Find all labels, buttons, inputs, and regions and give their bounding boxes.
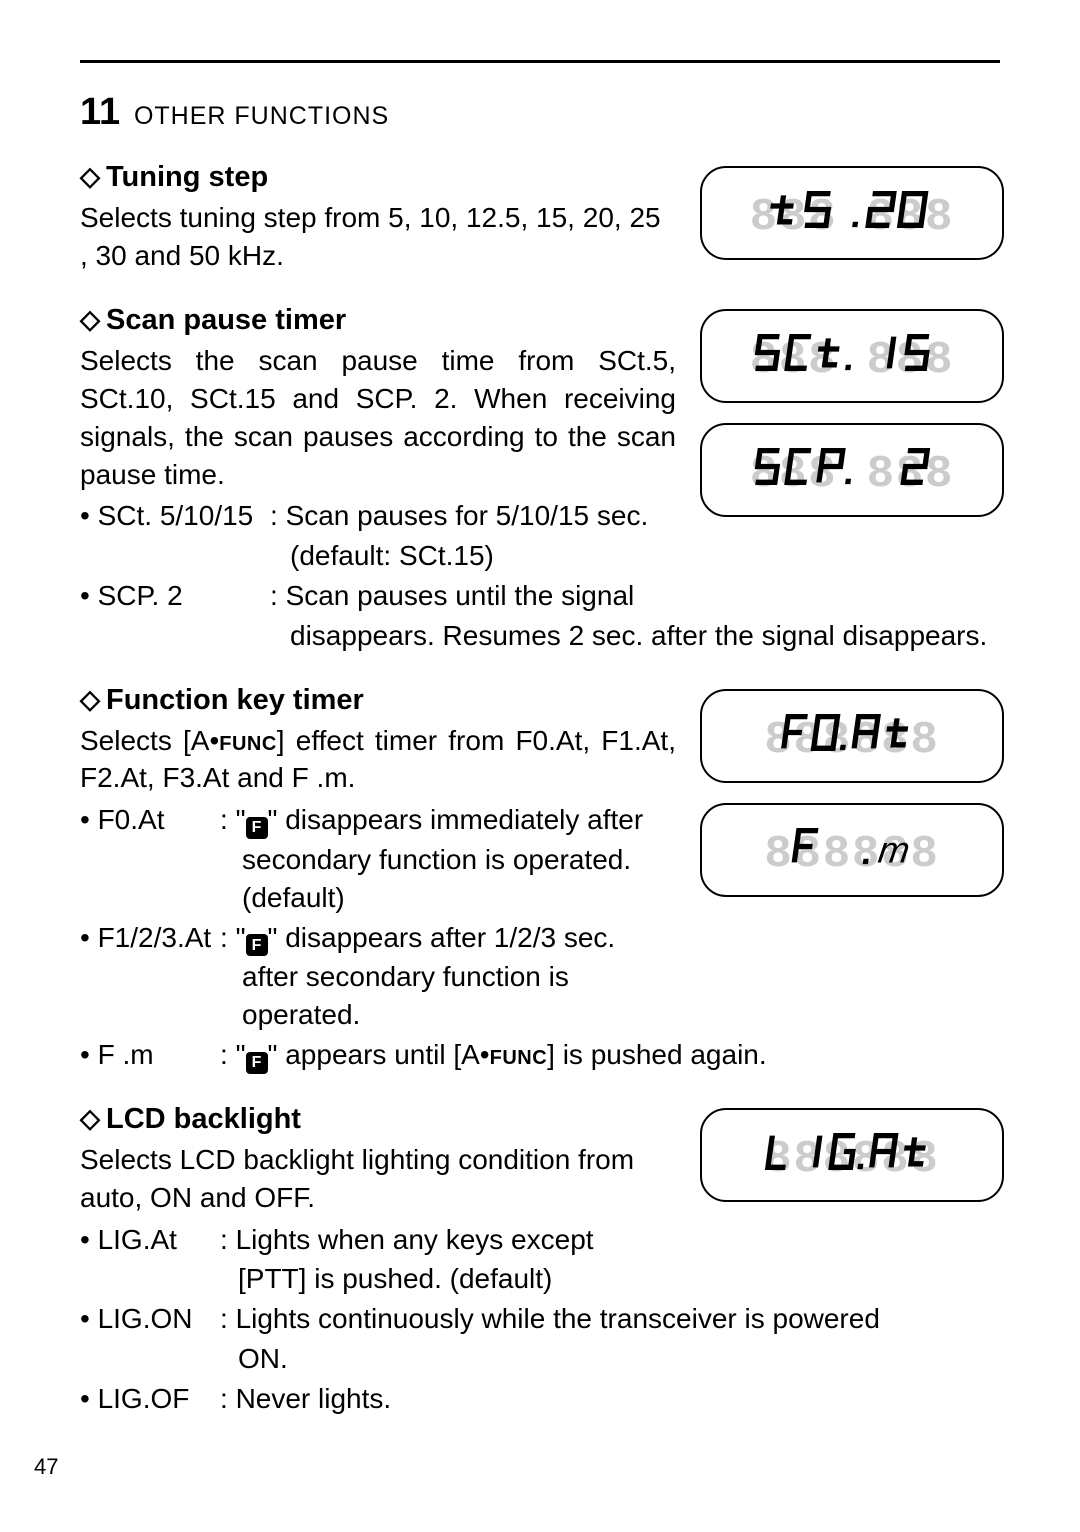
- heading-tuning: ◇Tuning step: [80, 158, 676, 197]
- section-func: ◇Function key timer Selects [A•func] eff…: [80, 681, 1000, 1074]
- func-bullet-3: • F .m : "F" appears until [A•func] is p…: [80, 1036, 1000, 1074]
- func-icon: F: [246, 1052, 268, 1074]
- tuning-body: Selects tuning step from 5, 10, 12.5, 15…: [80, 199, 676, 275]
- scan-intro: Selects the scan pause time from SCt.5, …: [80, 342, 676, 493]
- heading-backlight: ◇LCD backlight: [80, 1100, 676, 1139]
- diamond-icon: ◇: [80, 159, 100, 194]
- chapter-header: 11 OTHER FUNCTIONS: [80, 87, 1000, 138]
- section-scan: ◇Scan pause timer Selects the scan pause…: [80, 301, 1000, 655]
- section-backlight: ◇LCD backlight Selects LCD backlight lig…: [80, 1100, 1000, 1418]
- svg-text:888888: 888888: [764, 827, 939, 879]
- scan-bullet-1b: (default: SCt.15): [80, 537, 676, 575]
- func-bullet-1b: secondary function is operated. (default…: [80, 841, 676, 917]
- func-intro: Selects [A•func] effect timer from F0.At…: [80, 722, 676, 798]
- lcd-tuning: 888 888: [700, 166, 1004, 260]
- heading-text: Scan pause timer: [106, 304, 346, 336]
- svg-text:m: m: [876, 828, 913, 870]
- func-icon: F: [246, 817, 268, 839]
- top-rule: [80, 60, 1000, 63]
- lcd-f0at: 888888: [700, 689, 1004, 783]
- bl-bullet-2: • LIG.ON : Lights continuously while the…: [80, 1300, 1000, 1338]
- func-bullet-2: • F1/2/3.At : "F" disappears after 1/2/3…: [80, 919, 676, 957]
- diamond-icon: ◇: [80, 682, 100, 717]
- lcd-scp2: 888 888: [700, 423, 1004, 517]
- svg-text:888 888: 888 888: [750, 448, 955, 500]
- chapter-title: OTHER FUNCTIONS: [134, 102, 389, 130]
- heading-text: LCD backlight: [106, 1103, 301, 1135]
- lcd-sct15: 888 888: [700, 309, 1004, 403]
- chapter-number: 11: [80, 91, 120, 133]
- func-bullet-2b: after secondary function is operated.: [80, 958, 676, 1034]
- scan-bullet-2b: disappears. Resumes 2 sec. after the sig…: [80, 617, 1000, 655]
- heading-text: Function key timer: [106, 684, 364, 716]
- heading-text: Tuning step: [106, 161, 268, 193]
- scan-bullet-1: • SCt. 5/10/15 : Scan pauses for 5/10/15…: [80, 497, 676, 535]
- bl-bullet-1: • LIG.At : Lights when any keys except: [80, 1221, 676, 1259]
- bl-bullet-2b: ON.: [80, 1340, 1000, 1378]
- diamond-icon: ◇: [80, 1101, 100, 1136]
- backlight-intro: Selects LCD backlight lighting condition…: [80, 1141, 676, 1217]
- func-icon: F: [246, 934, 268, 956]
- svg-text:888888: 888888: [764, 713, 939, 765]
- bl-bullet-1b: [PTT] is pushed. (default): [80, 1260, 676, 1298]
- heading-scan: ◇Scan pause timer: [80, 301, 676, 340]
- page-number: 47: [34, 1452, 58, 1482]
- page: 11 OTHER FUNCTIONS ◇Tuning step Selects …: [0, 0, 1080, 1532]
- diamond-icon: ◇: [80, 302, 100, 337]
- section-tuning: ◇Tuning step Selects tuning step from 5,…: [80, 158, 1000, 275]
- heading-func: ◇Function key timer: [80, 681, 676, 720]
- bl-bullet-3: • LIG.OF : Never lights.: [80, 1380, 1000, 1418]
- lcd-ligat: 888888: [700, 1108, 1004, 1202]
- scan-bullet-2: • SCP. 2 : Scan pauses until the signal: [80, 577, 676, 615]
- func-bullet-1: • F0.At : "F" disappears immediately aft…: [80, 801, 676, 839]
- lcd-fm: 888888 m: [700, 803, 1004, 897]
